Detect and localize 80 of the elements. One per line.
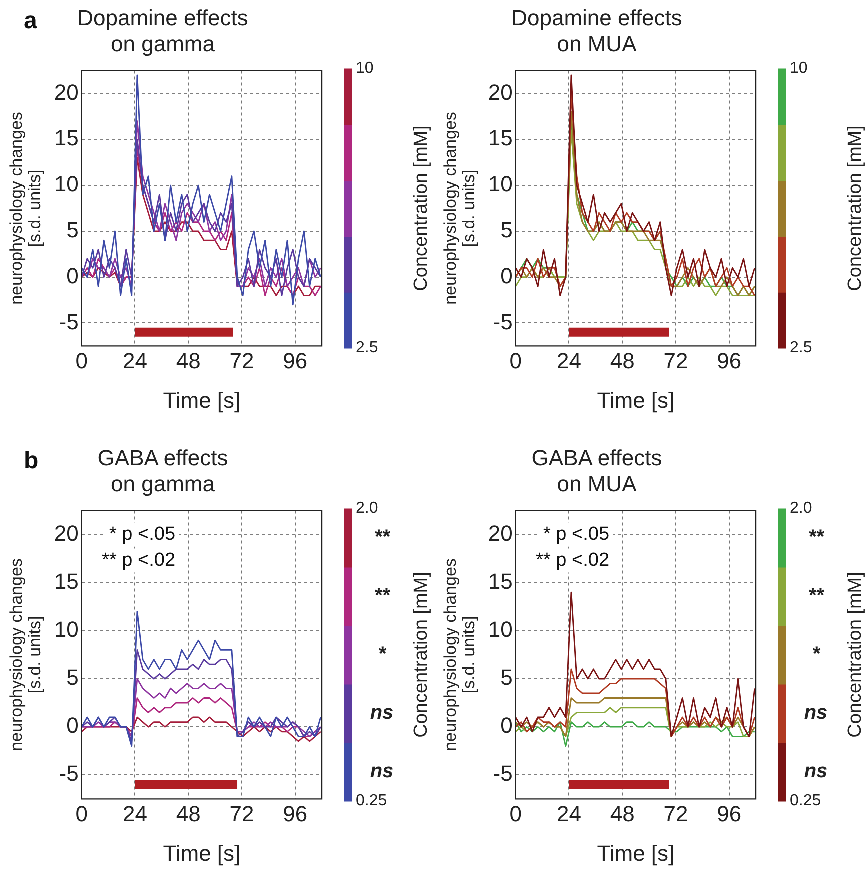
x-tick-label: 24 xyxy=(556,801,582,826)
color-bar-label: 0.25 xyxy=(356,792,388,810)
y-tick-label: -5 xyxy=(493,761,513,786)
x-tick-label: 96 xyxy=(283,801,308,826)
color-bar-title: Concentration [mM] xyxy=(411,572,432,738)
x-tick-label: 96 xyxy=(717,348,742,374)
x-tick-label: 72 xyxy=(230,801,254,826)
annotation: * p <.05 xyxy=(543,524,610,546)
y-tick-label: 5 xyxy=(500,218,513,243)
y-tick-label: 10 xyxy=(488,172,513,197)
color-bar-title: Concentration [mM] xyxy=(845,572,866,738)
y-tick-label: 20 xyxy=(488,80,513,105)
y-tick-label: 15 xyxy=(54,568,79,594)
color-bar-label: 2.0 xyxy=(790,500,812,518)
chart-title: GABA effects on gamma xyxy=(98,445,228,497)
y-tick-label: 10 xyxy=(54,617,79,642)
x-tick-label: 72 xyxy=(664,348,688,374)
x-tick-label: 96 xyxy=(717,801,742,826)
y-tick-label: 15 xyxy=(54,126,79,151)
x-axis-title: Time [s] xyxy=(597,840,675,866)
y-tick-label: 0 xyxy=(66,713,79,738)
y-tick-label: 0 xyxy=(500,263,513,288)
x-tick-label: 24 xyxy=(122,348,148,374)
y-tick-label: 15 xyxy=(488,568,513,594)
y-tick-label: -5 xyxy=(59,309,79,334)
color-bar-label: 2.5 xyxy=(790,340,812,357)
x-tick-label: 48 xyxy=(176,348,201,374)
text: ** xyxy=(808,526,825,549)
text: ns xyxy=(370,702,394,724)
chart-title: Dopamine effects on MUA xyxy=(512,5,682,57)
x-tick-label: 24 xyxy=(122,801,148,826)
x-tick-label: 48 xyxy=(176,801,201,826)
x-axis-title: Time [s] xyxy=(163,840,241,866)
y-tick-label: 0 xyxy=(66,263,79,288)
y-tick-label: 0 xyxy=(500,713,513,738)
color-bar-label: 10 xyxy=(790,60,808,78)
chart-title: Dopamine effects on gamma xyxy=(78,5,248,57)
y-tick-label: 5 xyxy=(66,218,79,243)
text: ** xyxy=(374,526,391,549)
color-bar-label: 2.0 xyxy=(356,500,378,518)
y-axis-title: neurophysiology changes [s.d. units] xyxy=(441,112,479,305)
color-bar-label: 0.25 xyxy=(790,792,822,810)
text: * xyxy=(378,644,388,666)
y-axis-title: neurophysiology changes [s.d. units] xyxy=(7,112,45,305)
y-axis-title: neurophysiology changes [s.d. units] xyxy=(441,558,479,752)
annotation: * p <.05 xyxy=(109,524,176,546)
text: * xyxy=(812,644,822,666)
annotation: ** p <.02 xyxy=(536,550,610,572)
chart-title: GABA effects on MUA xyxy=(532,445,662,497)
y-tick-label: 10 xyxy=(488,617,513,642)
x-axis-title: Time [s] xyxy=(163,388,241,413)
x-tick-label: 72 xyxy=(230,348,254,374)
text: a xyxy=(24,8,38,35)
x-tick-label: 24 xyxy=(556,348,582,374)
text: ns xyxy=(804,760,828,782)
text: ns xyxy=(370,760,394,782)
y-tick-label: 20 xyxy=(488,520,513,546)
color-bar-label: 2.5 xyxy=(356,340,378,357)
y-tick-label: 15 xyxy=(488,126,513,151)
y-tick-label: -5 xyxy=(59,761,79,786)
text: b xyxy=(24,448,39,475)
y-axis-title: neurophysiology changes [s.d. units] xyxy=(7,558,45,752)
x-axis-title: Time [s] xyxy=(597,388,675,413)
y-tick-label: 20 xyxy=(54,80,79,105)
y-tick-label: 5 xyxy=(500,665,513,690)
text: ** xyxy=(374,585,391,608)
y-tick-label: 10 xyxy=(54,172,79,197)
x-tick-label: 48 xyxy=(610,348,635,374)
color-bar-label: 10 xyxy=(356,60,374,78)
x-tick-label: 96 xyxy=(283,348,308,374)
text: ** xyxy=(808,585,825,608)
y-tick-label: -5 xyxy=(493,309,513,334)
x-tick-label: 48 xyxy=(610,801,635,826)
text: ns xyxy=(804,702,828,724)
x-tick-label: 72 xyxy=(664,801,688,826)
color-bar-title: Concentration [mM] xyxy=(845,126,866,292)
annotation: ** p <.02 xyxy=(102,550,176,572)
y-tick-label: 20 xyxy=(54,520,79,546)
y-tick-label: 5 xyxy=(66,665,79,690)
color-bar-title: Concentration [mM] xyxy=(411,126,432,292)
